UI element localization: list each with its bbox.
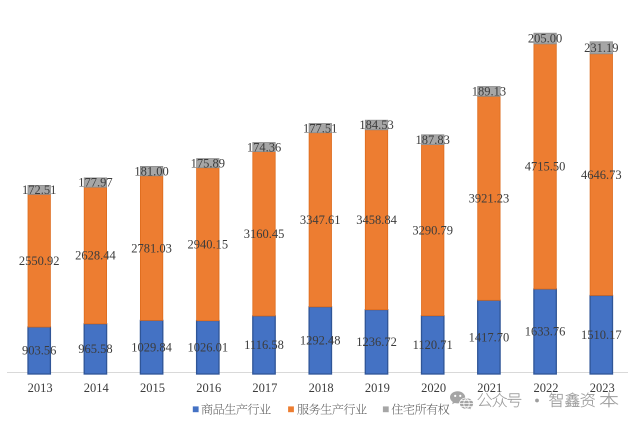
svg-text:2020: 2020	[421, 381, 446, 395]
svg-text:2014: 2014	[84, 381, 110, 395]
svg-text:1120.71: 1120.71	[413, 338, 453, 352]
svg-text:177.97: 177.97	[78, 176, 112, 190]
svg-text:2550.92: 2550.92	[19, 254, 60, 268]
svg-text:1510.17: 1510.17	[581, 328, 622, 342]
svg-text:1633.76: 1633.76	[525, 325, 566, 339]
svg-text:177.51: 177.51	[303, 121, 337, 135]
svg-text:2016: 2016	[196, 381, 221, 395]
svg-text:3347.61: 3347.61	[300, 213, 341, 227]
svg-text:3160.45: 3160.45	[244, 227, 285, 241]
svg-text:903.56: 903.56	[22, 344, 56, 358]
svg-text:1292.48: 1292.48	[300, 334, 341, 348]
svg-text:3458.84: 3458.84	[356, 213, 397, 227]
svg-text:184.53: 184.53	[359, 118, 393, 132]
svg-text:2023: 2023	[590, 381, 615, 395]
svg-text:2022: 2022	[534, 381, 559, 395]
svg-text:1417.70: 1417.70	[469, 330, 510, 344]
svg-text:2015: 2015	[140, 381, 165, 395]
svg-text:175.89: 175.89	[191, 156, 225, 170]
svg-text:2940.15: 2940.15	[187, 237, 228, 251]
svg-text:205.00: 205.00	[528, 32, 562, 46]
svg-text:2781.03: 2781.03	[131, 241, 172, 255]
svg-text:172.51: 172.51	[22, 183, 56, 197]
svg-text:1029.84: 1029.84	[131, 340, 172, 354]
svg-text:189.13: 189.13	[472, 85, 506, 99]
svg-text:231.19: 231.19	[584, 41, 618, 55]
svg-text:1026.01: 1026.01	[187, 341, 228, 355]
svg-text:187.83: 187.83	[416, 133, 450, 147]
svg-text:2018: 2018	[309, 381, 334, 395]
svg-text:2021: 2021	[477, 381, 502, 395]
svg-text:2628.44: 2628.44	[75, 249, 116, 263]
svg-text:2019: 2019	[365, 381, 390, 395]
svg-text:1236.72: 1236.72	[356, 335, 397, 349]
svg-text:1116.58: 1116.58	[244, 338, 284, 352]
svg-text:965.58: 965.58	[78, 342, 112, 356]
svg-text:2017: 2017	[252, 381, 277, 395]
svg-text:3921.23: 3921.23	[469, 192, 510, 206]
svg-text:174.36: 174.36	[247, 140, 281, 154]
svg-text:3290.79: 3290.79	[412, 223, 453, 237]
svg-text:4646.73: 4646.73	[581, 168, 622, 182]
svg-text:2013: 2013	[28, 381, 53, 395]
svg-text:4715.50: 4715.50	[525, 160, 566, 174]
svg-text:181.00: 181.00	[134, 164, 168, 178]
